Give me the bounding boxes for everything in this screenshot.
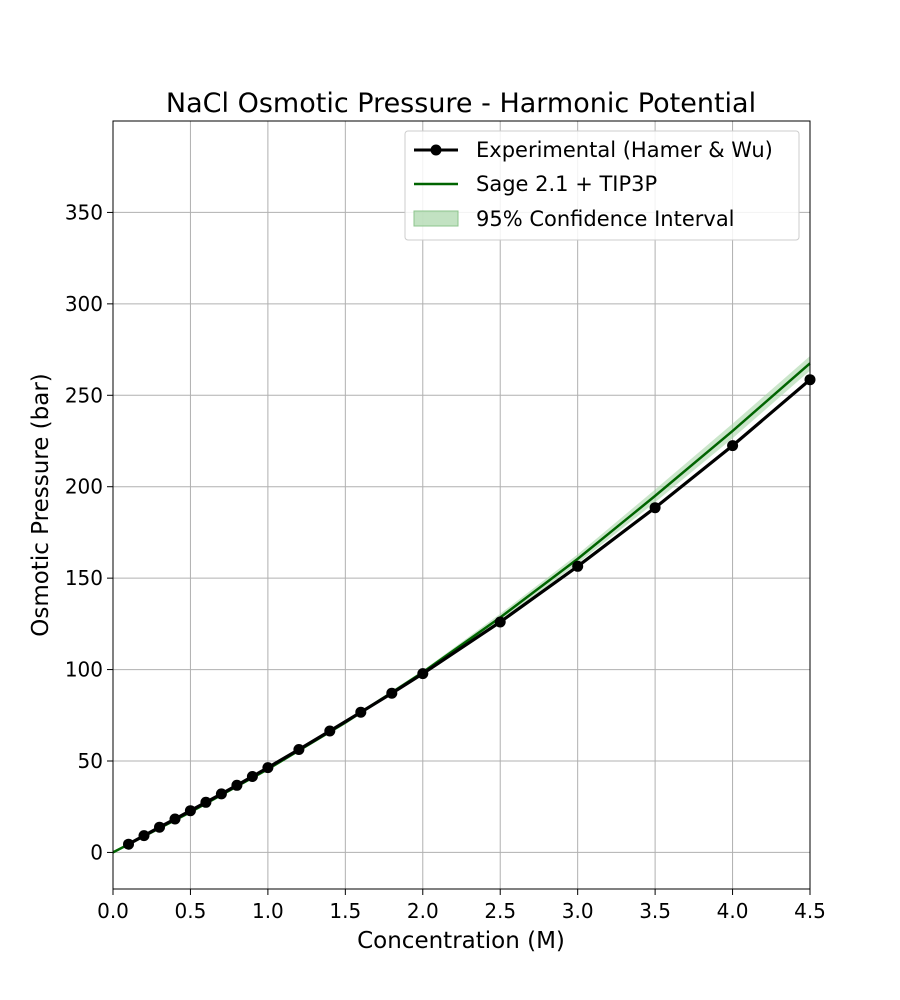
confidence-band	[113, 356, 810, 853]
y-tick-label: 300	[65, 292, 103, 316]
legend-box	[404, 130, 800, 241]
legend-label-confidence: 95% Confidence Interval	[476, 207, 735, 231]
plot-frame	[112, 120, 811, 890]
data-point-experimental	[262, 762, 274, 774]
series-layer	[112, 362, 816, 854]
data-point-experimental	[727, 440, 739, 452]
x-tick-label: 3.5	[639, 899, 671, 923]
chart-title: NaCl Osmotic Pressure - Harmonic Potenti…	[166, 88, 756, 119]
y-tick-label: 100	[65, 658, 103, 682]
y-tick-label: 350	[65, 200, 103, 224]
y-axis-ticks: 0 50 100 150 200 250 300 350	[65, 200, 113, 864]
y-tick-label: 150	[65, 566, 103, 590]
legend-marker-experimental	[430, 144, 442, 156]
y-tick-label: 250	[65, 383, 103, 407]
legend-label-simulation: Sage 2.1 + TIP3P	[476, 172, 657, 196]
legend: Experimental (Hamer & Wu) Sage 2.1 + TIP…	[404, 130, 800, 241]
data-point-experimental	[417, 668, 429, 680]
x-axis-ticks: 0.0 0.5 1.0 1.5 2.0 2.5 3.0 3.5 4.0 4.5	[97, 889, 826, 923]
data-point-experimental	[246, 771, 258, 782]
data-point-experimental	[169, 813, 181, 825]
data-point-experimental	[138, 830, 150, 842]
x-tick-label: 2.0	[407, 899, 439, 923]
data-point-experimental	[649, 502, 661, 514]
y-tick-label: 50	[78, 749, 103, 773]
data-point-experimental	[123, 838, 134, 850]
data-point-experimental	[572, 560, 584, 572]
x-tick-label: 2.5	[484, 899, 516, 923]
data-point-experimental	[494, 616, 506, 628]
data-point-experimental	[324, 725, 336, 737]
data-point-experimental	[154, 821, 165, 833]
data-point-experimental	[200, 796, 212, 808]
x-axis-title: Concentration (M)	[357, 928, 565, 954]
data-point-experimental	[386, 687, 398, 699]
x-tick-label: 0.5	[175, 899, 207, 923]
y-axis-title: Osmotic Pressure (bar)	[28, 373, 54, 637]
data-point-experimental	[215, 788, 227, 800]
data-point-experimental	[293, 744, 305, 755]
x-tick-label: 3.0	[562, 899, 594, 923]
y-tick-label: 0	[90, 840, 103, 864]
data-point-experimental	[231, 779, 243, 791]
legend-label-experimental: Experimental (Hamer & Wu)	[476, 138, 773, 162]
x-tick-label: 1.0	[252, 899, 284, 923]
confidence-band-layer	[113, 356, 810, 853]
x-tick-label: 1.5	[329, 899, 361, 923]
x-tick-label: 4.5	[794, 899, 826, 923]
data-point-experimental	[184, 805, 196, 817]
data-point-experimental	[355, 706, 367, 718]
legend-swatch-confidence	[413, 210, 459, 227]
y-tick-label: 200	[65, 475, 103, 499]
x-tick-label: 0.0	[97, 899, 129, 923]
series-line-simulation	[112, 362, 811, 854]
x-tick-label: 4.0	[717, 899, 749, 923]
